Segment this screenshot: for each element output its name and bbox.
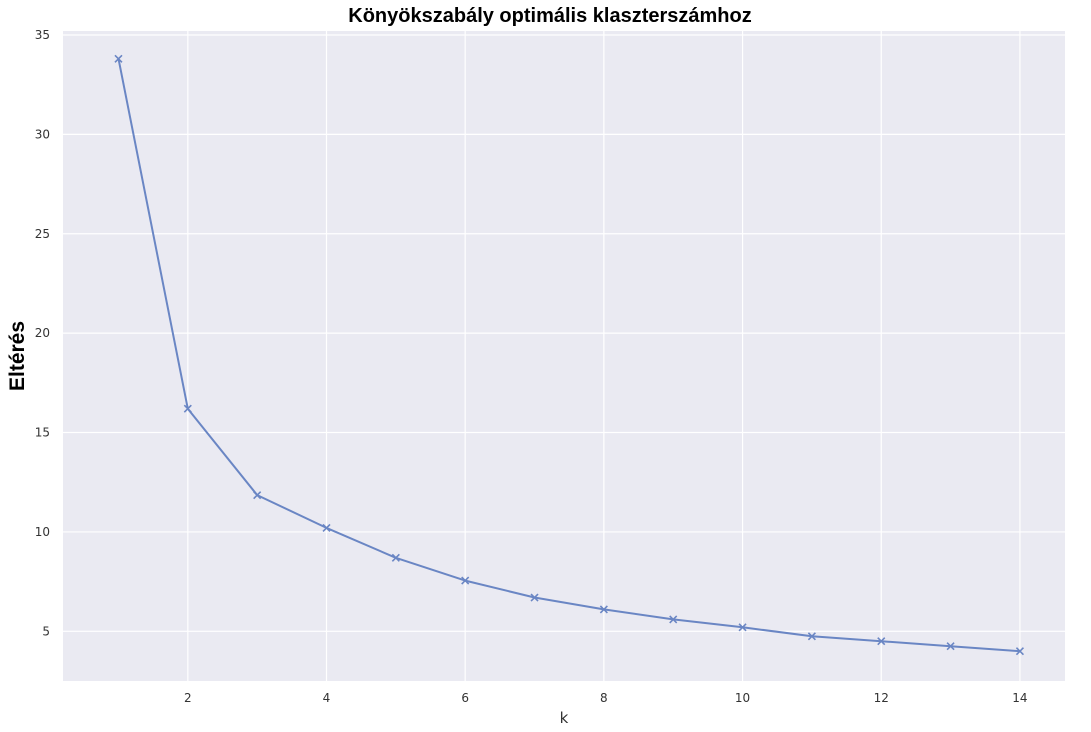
- data-point-marker: [877, 637, 886, 646]
- y-tick-label: 15: [35, 426, 50, 440]
- x-axis-label: k: [560, 709, 569, 727]
- grid-lines: [63, 31, 1065, 681]
- plot-background: [63, 31, 1065, 681]
- y-tick-label: 5: [42, 624, 50, 638]
- chart-title: Könyökszabály optimális klaszterszámhoz: [348, 5, 751, 27]
- data-point-marker: [322, 523, 331, 533]
- y-tick-label: 25: [35, 227, 50, 241]
- y-tick-label: 10: [35, 525, 50, 539]
- data-point-marker: [599, 605, 608, 614]
- data-point-marker: [183, 404, 192, 413]
- x-tick-labels: 2 4 6 8 10 12 14: [184, 691, 1028, 705]
- y-tick-labels: 5 10 15 20 25 30 35: [35, 28, 50, 638]
- data-point-marker: [253, 491, 262, 500]
- y-tick-label: 20: [35, 326, 50, 340]
- data-point-marker: [530, 593, 539, 602]
- data-point-marker: [669, 615, 678, 624]
- data-point-marker: [114, 54, 123, 63]
- series-line: [117, 58, 1020, 653]
- x-tick-label: 2: [184, 691, 192, 705]
- x-tick-label: 4: [323, 691, 331, 705]
- data-point-marker: [1015, 647, 1024, 656]
- y-tick-label: 35: [35, 28, 50, 42]
- y-tick-label: 30: [35, 127, 50, 141]
- x-tick-label: 12: [874, 691, 889, 705]
- series-layer: [114, 54, 1024, 656]
- x-tick-label: 8: [600, 691, 608, 705]
- y-axis-label: Eltérés: [6, 321, 29, 391]
- x-tick-label: 10: [735, 691, 750, 705]
- x-tick-label: 6: [461, 691, 469, 705]
- data-point-marker: [946, 642, 955, 651]
- data-point-marker: [391, 553, 400, 562]
- data-point-marker: [461, 576, 470, 585]
- x-tick-label: 14: [1012, 691, 1027, 705]
- data-point-marker: [807, 632, 816, 641]
- data-point-marker: [738, 623, 747, 632]
